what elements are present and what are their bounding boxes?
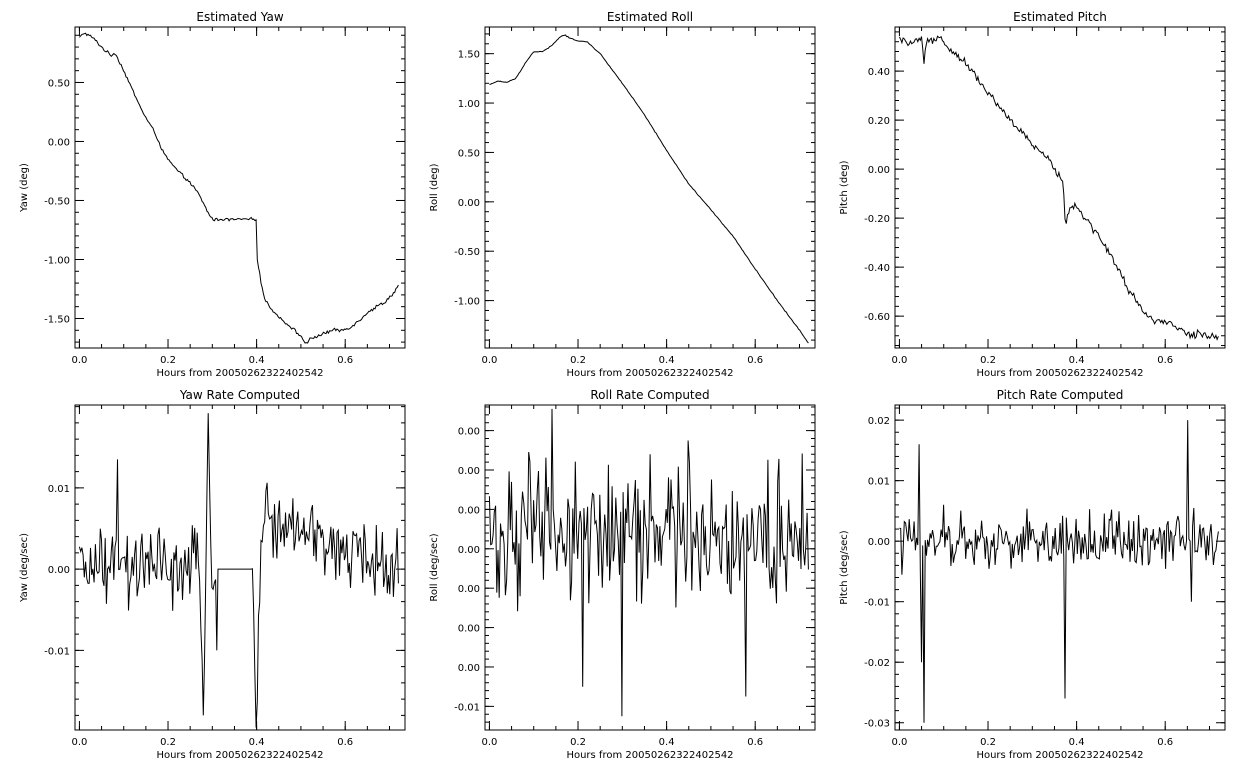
series-line bbox=[488, 408, 809, 717]
y-tick-label: 1.50 bbox=[458, 50, 480, 61]
chart-panel: Roll Rate Computed 0.0 0.2 0.4 0.6 0.00 0.00 0.… bbox=[429, 388, 816, 761]
plot-frame bbox=[894, 404, 1226, 731]
x-axis-label: Hours from 20050262322402542 bbox=[156, 750, 323, 761]
y-tick-label: 0.00 bbox=[458, 584, 480, 595]
y-tick-label: 0.02 bbox=[868, 416, 890, 427]
y-tick-label: 0.20 bbox=[868, 116, 890, 127]
x-tick-label: 0.4 bbox=[659, 737, 675, 748]
y-tick-label: 1.00 bbox=[458, 99, 480, 110]
x-tick-label: 0.2 bbox=[570, 355, 586, 366]
y-tick-label: 0.00 bbox=[48, 137, 70, 148]
x-tick-label: 0.4 bbox=[659, 355, 675, 366]
chart-panel: Pitch Rate Computed 0.0 0.2 0.4 0.6 0.02 0.01 0… bbox=[839, 388, 1226, 761]
x-tick-label: 0.0 bbox=[481, 355, 497, 366]
y-tick-label: 0.00 bbox=[458, 663, 480, 674]
x-tick-label: 0.2 bbox=[570, 737, 586, 748]
y-tick-label: 0.01 bbox=[48, 484, 70, 495]
y-tick-label: 0.00 bbox=[458, 466, 480, 477]
series-line bbox=[899, 420, 1219, 723]
chart-panel: Estimated Yaw 0.0 0.2 0.4 0.6 0.50 0.00 -0.50 -1… bbox=[19, 10, 406, 379]
x-tick-label: 0.0 bbox=[71, 737, 87, 748]
y-axis-label: Pitch (deg/sec) bbox=[839, 530, 850, 605]
chart-title: Estimated Roll bbox=[607, 10, 693, 24]
y-tick-label: -0.40 bbox=[864, 263, 890, 274]
series-line bbox=[79, 32, 399, 344]
chart-panel: Estimated Roll 0.0 0.2 0.4 0.6 1.50 1.00 0.50 0.… bbox=[429, 10, 816, 379]
y-tick-label: 0.00 bbox=[458, 624, 480, 635]
x-tick-label: 0.0 bbox=[891, 737, 907, 748]
x-axis-label: Hours from 20050262322402542 bbox=[566, 750, 733, 761]
y-tick-label: -1.00 bbox=[454, 297, 480, 308]
x-tick-label: 0.6 bbox=[1157, 355, 1173, 366]
x-axis-label: Hours from 20050262322402542 bbox=[976, 750, 1143, 761]
y-tick-label: -0.01 bbox=[864, 598, 890, 609]
y-tick-label: 0.00 bbox=[458, 505, 480, 516]
y-axis-label: Pitch (deg) bbox=[839, 160, 850, 214]
x-tick-label: 0.6 bbox=[337, 355, 353, 366]
y-tick-label: -0.03 bbox=[864, 719, 890, 730]
y-tick-label: 0.00 bbox=[458, 545, 480, 556]
x-tick-label: 0.2 bbox=[980, 737, 996, 748]
y-tick-label: 0.00 bbox=[48, 565, 70, 576]
chart-panel: Estimated Pitch 0.0 0.2 0.4 0.6 0.40 0.20 0.00 -… bbox=[839, 10, 1226, 379]
y-tick-label: -1.00 bbox=[44, 255, 70, 266]
plot-frame bbox=[484, 404, 816, 731]
y-tick-label: 0.40 bbox=[868, 67, 890, 78]
y-tick-label: -0.50 bbox=[454, 247, 480, 258]
series-line bbox=[78, 413, 399, 728]
plot-frame bbox=[894, 26, 1226, 349]
y-tick-label: 0.00 bbox=[458, 427, 480, 438]
series-line bbox=[489, 34, 809, 344]
y-tick-label: -1.50 bbox=[44, 314, 70, 325]
chart-title: Estimated Pitch bbox=[1013, 10, 1107, 24]
x-tick-label: 0.6 bbox=[1157, 737, 1173, 748]
x-tick-label: 0.2 bbox=[980, 355, 996, 366]
y-axis-label: Yaw (deg) bbox=[19, 163, 30, 213]
x-axis-label: Hours from 20050262322402542 bbox=[976, 368, 1143, 379]
y-tick-label: 0.01 bbox=[868, 477, 890, 488]
x-tick-label: 0.0 bbox=[891, 355, 907, 366]
x-tick-label: 0.6 bbox=[747, 355, 763, 366]
x-axis-label: Hours from 20050262322402542 bbox=[156, 368, 323, 379]
y-axis-label: Roll (deg) bbox=[429, 163, 440, 211]
x-tick-label: 0.0 bbox=[71, 355, 87, 366]
x-tick-label: 0.4 bbox=[1069, 355, 1085, 366]
y-tick-label: 0.00 bbox=[458, 198, 480, 209]
x-axis-label: Hours from 20050262322402542 bbox=[566, 368, 733, 379]
x-tick-label: 0.4 bbox=[1069, 737, 1085, 748]
y-tick-label: 0.00 bbox=[868, 165, 890, 176]
x-tick-label: 0.2 bbox=[160, 355, 176, 366]
plot-frame bbox=[74, 26, 406, 349]
y-tick-label: 0.50 bbox=[458, 148, 480, 159]
y-tick-label: -0.02 bbox=[864, 658, 890, 669]
x-tick-label: 0.4 bbox=[249, 355, 265, 366]
y-tick-label: -0.60 bbox=[864, 312, 890, 323]
x-tick-label: 0.6 bbox=[337, 737, 353, 748]
y-tick-label: 0.00 bbox=[868, 537, 890, 548]
chart-title: Estimated Yaw bbox=[196, 10, 283, 24]
x-tick-label: 0.6 bbox=[747, 737, 763, 748]
chart-title: Yaw Rate Computed bbox=[179, 388, 300, 402]
chart-panel: Yaw Rate Computed 0.0 0.2 0.4 0.6 0.01 0.00 -0.… bbox=[19, 388, 406, 761]
x-tick-label: 0.0 bbox=[481, 737, 497, 748]
chart-title: Roll Rate Computed bbox=[590, 388, 709, 402]
y-axis-label: Roll (deg/sec) bbox=[429, 533, 440, 601]
y-tick-label: -0.01 bbox=[44, 646, 70, 657]
y-tick-label: -0.50 bbox=[44, 196, 70, 207]
y-axis-label: Yaw (deg/sec) bbox=[19, 533, 30, 603]
y-tick-label: -0.20 bbox=[864, 214, 890, 225]
x-tick-label: 0.2 bbox=[160, 737, 176, 748]
plot-frame bbox=[484, 26, 816, 349]
series-line bbox=[898, 35, 1219, 341]
y-tick-label: -0.01 bbox=[454, 702, 480, 713]
x-tick-label: 0.4 bbox=[249, 737, 265, 748]
y-tick-label: 0.50 bbox=[48, 78, 70, 89]
plot-frame bbox=[74, 404, 406, 731]
chart-title: Pitch Rate Computed bbox=[997, 388, 1124, 402]
